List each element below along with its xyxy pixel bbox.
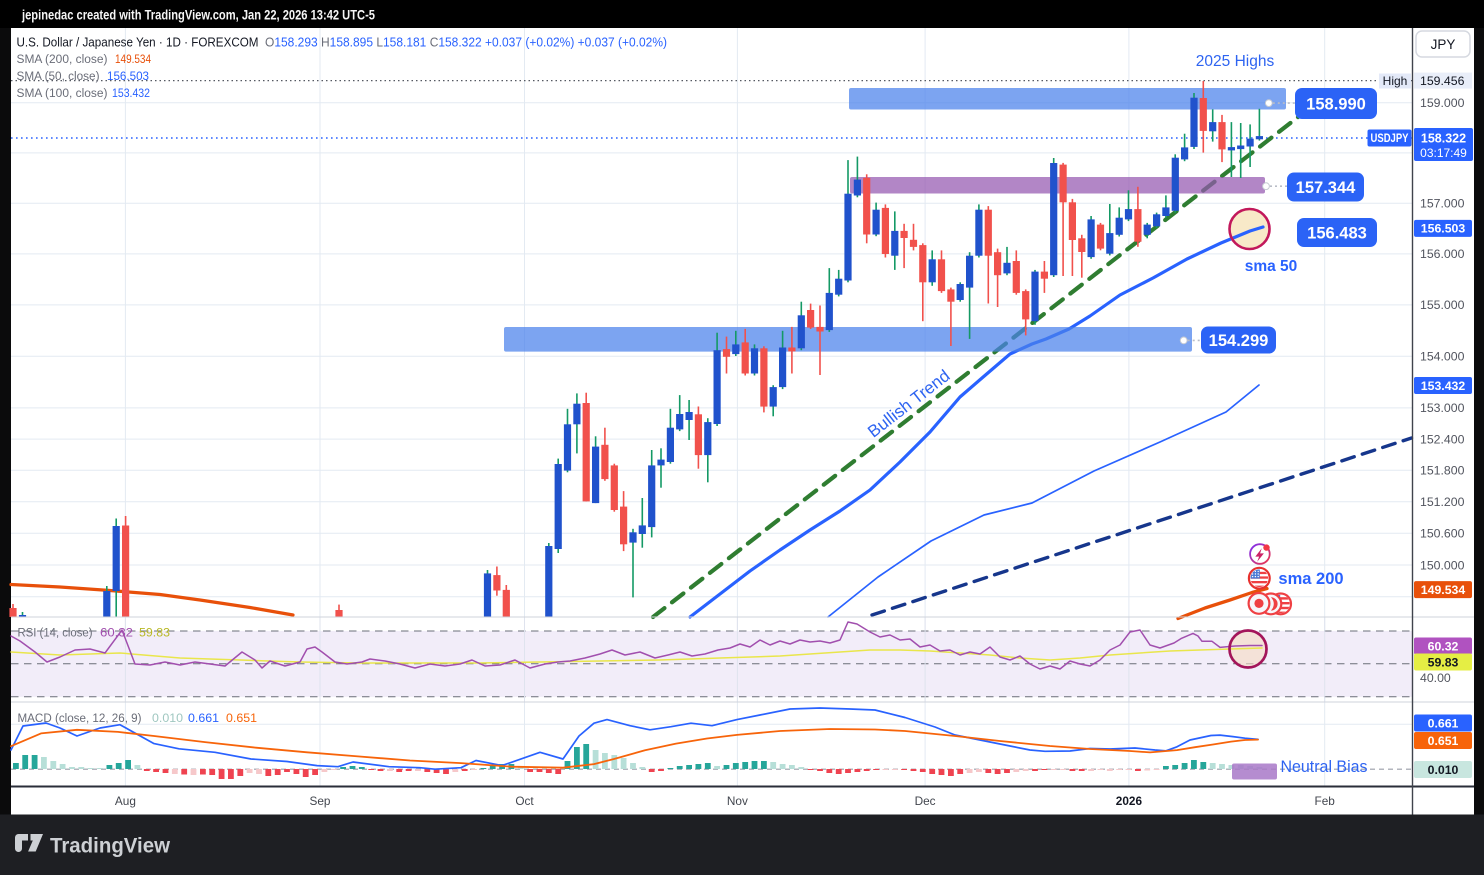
svg-text:153.432: 153.432 (112, 86, 150, 100)
svg-text:Feb: Feb (1315, 794, 1336, 808)
svg-text:150.600: 150.600 (1420, 527, 1465, 541)
svg-text:158.322: 158.322 (1421, 132, 1466, 146)
svg-text:2026: 2026 (1116, 794, 1143, 808)
svg-text:USDJPY: USDJPY (1371, 133, 1409, 145)
svg-text:153.000: 153.000 (1420, 401, 1465, 415)
svg-text:SMA (50, close): SMA (50, close) (17, 69, 100, 83)
svg-text:TradingView: TradingView (50, 834, 170, 858)
svg-text:Dec: Dec (915, 794, 936, 808)
svg-text:High: High (1383, 74, 1408, 88)
svg-text:0.010: 0.010 (152, 711, 183, 725)
svg-text:O158.293 H158.895 L158.181 C15: O158.293 H158.895 L158.181 C158.322 +0.0… (265, 35, 667, 50)
svg-text:59.83: 59.83 (139, 626, 170, 640)
svg-text:150.000: 150.000 (1420, 558, 1465, 572)
svg-text:jepinedac created with Trading: jepinedac created with TradingView.com, … (21, 7, 375, 23)
svg-text:149.534: 149.534 (1421, 583, 1466, 597)
svg-text:155.000: 155.000 (1420, 298, 1465, 312)
svg-text:157.000: 157.000 (1420, 197, 1465, 211)
svg-text:Oct: Oct (515, 794, 534, 808)
svg-text:JPY: JPY (1431, 37, 1456, 52)
svg-text:SMA (100, close): SMA (100, close) (17, 86, 108, 100)
svg-text:60.32: 60.32 (100, 626, 133, 640)
svg-text:159.456: 159.456 (1420, 74, 1465, 88)
svg-text:Neutral Bias: Neutral Bias (1281, 758, 1368, 776)
svg-text:156.503: 156.503 (1421, 222, 1466, 236)
svg-text:158.990: 158.990 (1306, 95, 1366, 113)
svg-text:156.503: 156.503 (107, 69, 149, 83)
svg-text:sma 50: sma 50 (1245, 258, 1298, 275)
svg-text:2025 Highs: 2025 Highs (1196, 53, 1275, 70)
svg-text:149.534: 149.534 (115, 52, 151, 66)
svg-text:MACD (close, 12, 26, 9): MACD (close, 12, 26, 9) (18, 711, 142, 725)
svg-text:Aug: Aug (115, 794, 136, 808)
svg-text:0.651: 0.651 (226, 711, 257, 725)
svg-text:U.S. Dollar / Japanese Yen · 1: U.S. Dollar / Japanese Yen · 1D · FOREXC… (17, 35, 259, 50)
svg-text:0.661: 0.661 (1428, 716, 1459, 730)
svg-text:0.661: 0.661 (188, 711, 219, 725)
svg-text:157.344: 157.344 (1296, 179, 1356, 197)
svg-text:156.483: 156.483 (1307, 224, 1367, 242)
svg-text:40.00: 40.00 (1420, 671, 1451, 685)
svg-text:RSI (14, close): RSI (14, close) (18, 626, 93, 640)
svg-text:156.000: 156.000 (1420, 247, 1465, 261)
svg-text:Sep: Sep (310, 794, 331, 808)
svg-text:0.010: 0.010 (1428, 763, 1459, 777)
svg-text:154.000: 154.000 (1420, 350, 1465, 364)
svg-text:0.651: 0.651 (1428, 734, 1459, 748)
svg-text:152.400: 152.400 (1420, 432, 1465, 446)
svg-text:60.32: 60.32 (1428, 639, 1459, 653)
svg-text:153.432: 153.432 (1421, 379, 1466, 393)
svg-text:SMA (200, close): SMA (200, close) (17, 52, 108, 66)
svg-text:159.000: 159.000 (1420, 96, 1465, 110)
svg-text:Nov: Nov (727, 794, 748, 808)
svg-text:151.800: 151.800 (1420, 464, 1465, 478)
svg-text:59.83: 59.83 (1428, 655, 1459, 669)
svg-text:sma 200: sma 200 (1278, 570, 1343, 588)
svg-text:154.299: 154.299 (1209, 332, 1269, 350)
svg-text:03:17:49: 03:17:49 (1420, 146, 1467, 160)
svg-text:151.200: 151.200 (1420, 495, 1465, 509)
